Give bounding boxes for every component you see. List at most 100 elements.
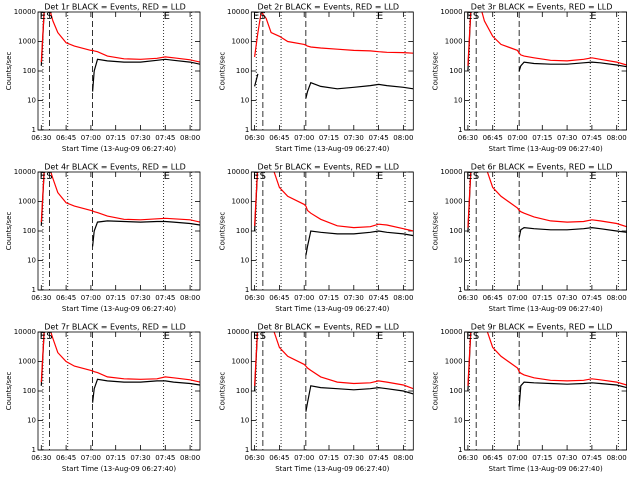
y-tick-label: 1000: [231, 358, 249, 366]
x-tick-label: 07:00: [507, 454, 527, 462]
x-tick-label: 07:30: [344, 454, 364, 462]
x-tick-label: 07:15: [106, 294, 126, 302]
y-tick-label: 100: [236, 227, 249, 235]
x-tick-label: 07:15: [532, 454, 552, 462]
annotation: E: [253, 171, 259, 182]
x-tick-label: 07:15: [319, 454, 339, 462]
x-tick-label: 07:30: [130, 134, 150, 142]
panel: Det 9r BLACK = Events, RED = LLD Start Ti…: [432, 323, 628, 473]
plot-area: [467, 332, 627, 407]
y-tick-label: 10000: [14, 328, 36, 336]
annotation: E: [590, 331, 596, 342]
x-tick-label: 06:30: [245, 134, 265, 142]
x-tick-label: 06:30: [458, 134, 478, 142]
x-tick-label: 06:30: [458, 294, 478, 302]
y-tick-label: 10000: [227, 8, 249, 16]
x-tick-label: 07:30: [130, 294, 150, 302]
annotation: E: [40, 331, 46, 342]
plot-area: [467, 172, 627, 238]
annotation: E: [164, 11, 170, 22]
annotation: S: [260, 331, 266, 342]
x-tick-label: 06:45: [269, 294, 289, 302]
plot-frame: [250, 171, 414, 291]
y-tick-label: 1: [458, 446, 462, 454]
x-tick-label: 07:30: [557, 294, 577, 302]
x-tick-label: 07:30: [557, 134, 577, 142]
x-tick-label: 07:00: [294, 294, 314, 302]
x-tick-label: 07:00: [81, 294, 101, 302]
annotation: E: [590, 11, 596, 22]
series-line: [40, 12, 200, 63]
x-tick-label: 07:15: [532, 294, 552, 302]
y-tick-label: 1: [245, 446, 249, 454]
annotation: S: [46, 171, 52, 182]
y-tick-label: 100: [23, 387, 36, 395]
annotation: E: [466, 171, 472, 182]
x-tick-label: 07:45: [368, 134, 388, 142]
plot-area: [254, 332, 414, 412]
y-tick-label: 1: [32, 286, 36, 294]
chart-title: Det 5r BLACK = Events, RED = LLD: [258, 163, 400, 172]
y-tick-label: 10000: [440, 168, 462, 176]
x-tick-label: 07:00: [81, 454, 101, 462]
panel: Det 3r BLACK = Events, RED = LLD Start Ti…: [432, 3, 628, 153]
x-tick-label: 07:30: [344, 134, 364, 142]
x-tick-label: 07:45: [155, 134, 175, 142]
x-tick-label: 06:45: [483, 454, 503, 462]
series-line: [40, 332, 200, 383]
chart-title: Det 7r BLACK = Events, RED = LLD: [44, 323, 186, 332]
chart-title: Det 3r BLACK = Events, RED = LLD: [471, 3, 613, 12]
y-tick-label: 1000: [445, 198, 463, 206]
x-tick-label: 06:30: [245, 454, 265, 462]
x-tick-label: 08:00: [180, 134, 200, 142]
y-tick-label: 100: [449, 227, 462, 235]
y-tick-label: 10: [27, 417, 36, 425]
x-tick-label: 07:45: [368, 294, 388, 302]
y-tick-label: 10: [240, 97, 249, 105]
plot-frame: [250, 11, 414, 131]
x-tick-label: 08:00: [180, 454, 200, 462]
y-axis-label: Counts/sec: [432, 372, 440, 411]
x-tick-label: 06:30: [31, 454, 51, 462]
series-line: [254, 332, 414, 390]
series-line: [40, 172, 200, 223]
x-tick-label: 07:45: [155, 294, 175, 302]
plot-frame: [464, 171, 628, 291]
annotation: S: [260, 171, 266, 182]
plot-area: [254, 12, 414, 99]
y-tick-label: 100: [236, 67, 249, 75]
series-line: [467, 12, 627, 66]
panel: Det 2r BLACK = Events, RED = LLD Start Ti…: [218, 3, 414, 153]
x-tick-label: 06:30: [458, 454, 478, 462]
annotation: E: [164, 171, 170, 182]
x-tick-label: 08:00: [393, 294, 413, 302]
plot-area: [40, 332, 200, 403]
y-tick-label: 100: [23, 67, 36, 75]
y-tick-label: 10: [454, 417, 463, 425]
panel: Det 4r BLACK = Events, RED = LLD Start Ti…: [5, 163, 201, 313]
y-tick-label: 100: [23, 227, 36, 235]
annotation: S: [473, 331, 479, 342]
y-axis-label: Counts/sec: [432, 212, 440, 251]
x-tick-label: 08:00: [607, 454, 627, 462]
x-axis-label: Start Time (13-Aug-09 06:27:40): [275, 465, 389, 473]
annotation: E: [253, 331, 259, 342]
annotation: S: [473, 11, 479, 22]
y-tick-label: 1000: [445, 38, 463, 46]
x-tick-label: 06:45: [269, 134, 289, 142]
chart-title: Det 1r BLACK = Events, RED = LLD: [44, 3, 186, 12]
y-tick-label: 1000: [445, 358, 463, 366]
x-axis-label: Start Time (13-Aug-09 06:27:40): [275, 145, 389, 153]
plot-frame: [37, 11, 201, 131]
plot-area: [40, 172, 200, 247]
annotation: E: [40, 11, 46, 22]
x-tick-label: 07:30: [344, 294, 364, 302]
x-tick-label: 07:15: [106, 134, 126, 142]
x-axis-label: Start Time (13-Aug-09 06:27:40): [489, 305, 603, 313]
annotation: E: [466, 331, 472, 342]
x-tick-label: 07:45: [368, 454, 388, 462]
y-tick-label: 1: [245, 126, 249, 134]
chart-title: Det 9r BLACK = Events, RED = LLD: [471, 323, 613, 332]
x-tick-label: 07:00: [81, 134, 101, 142]
